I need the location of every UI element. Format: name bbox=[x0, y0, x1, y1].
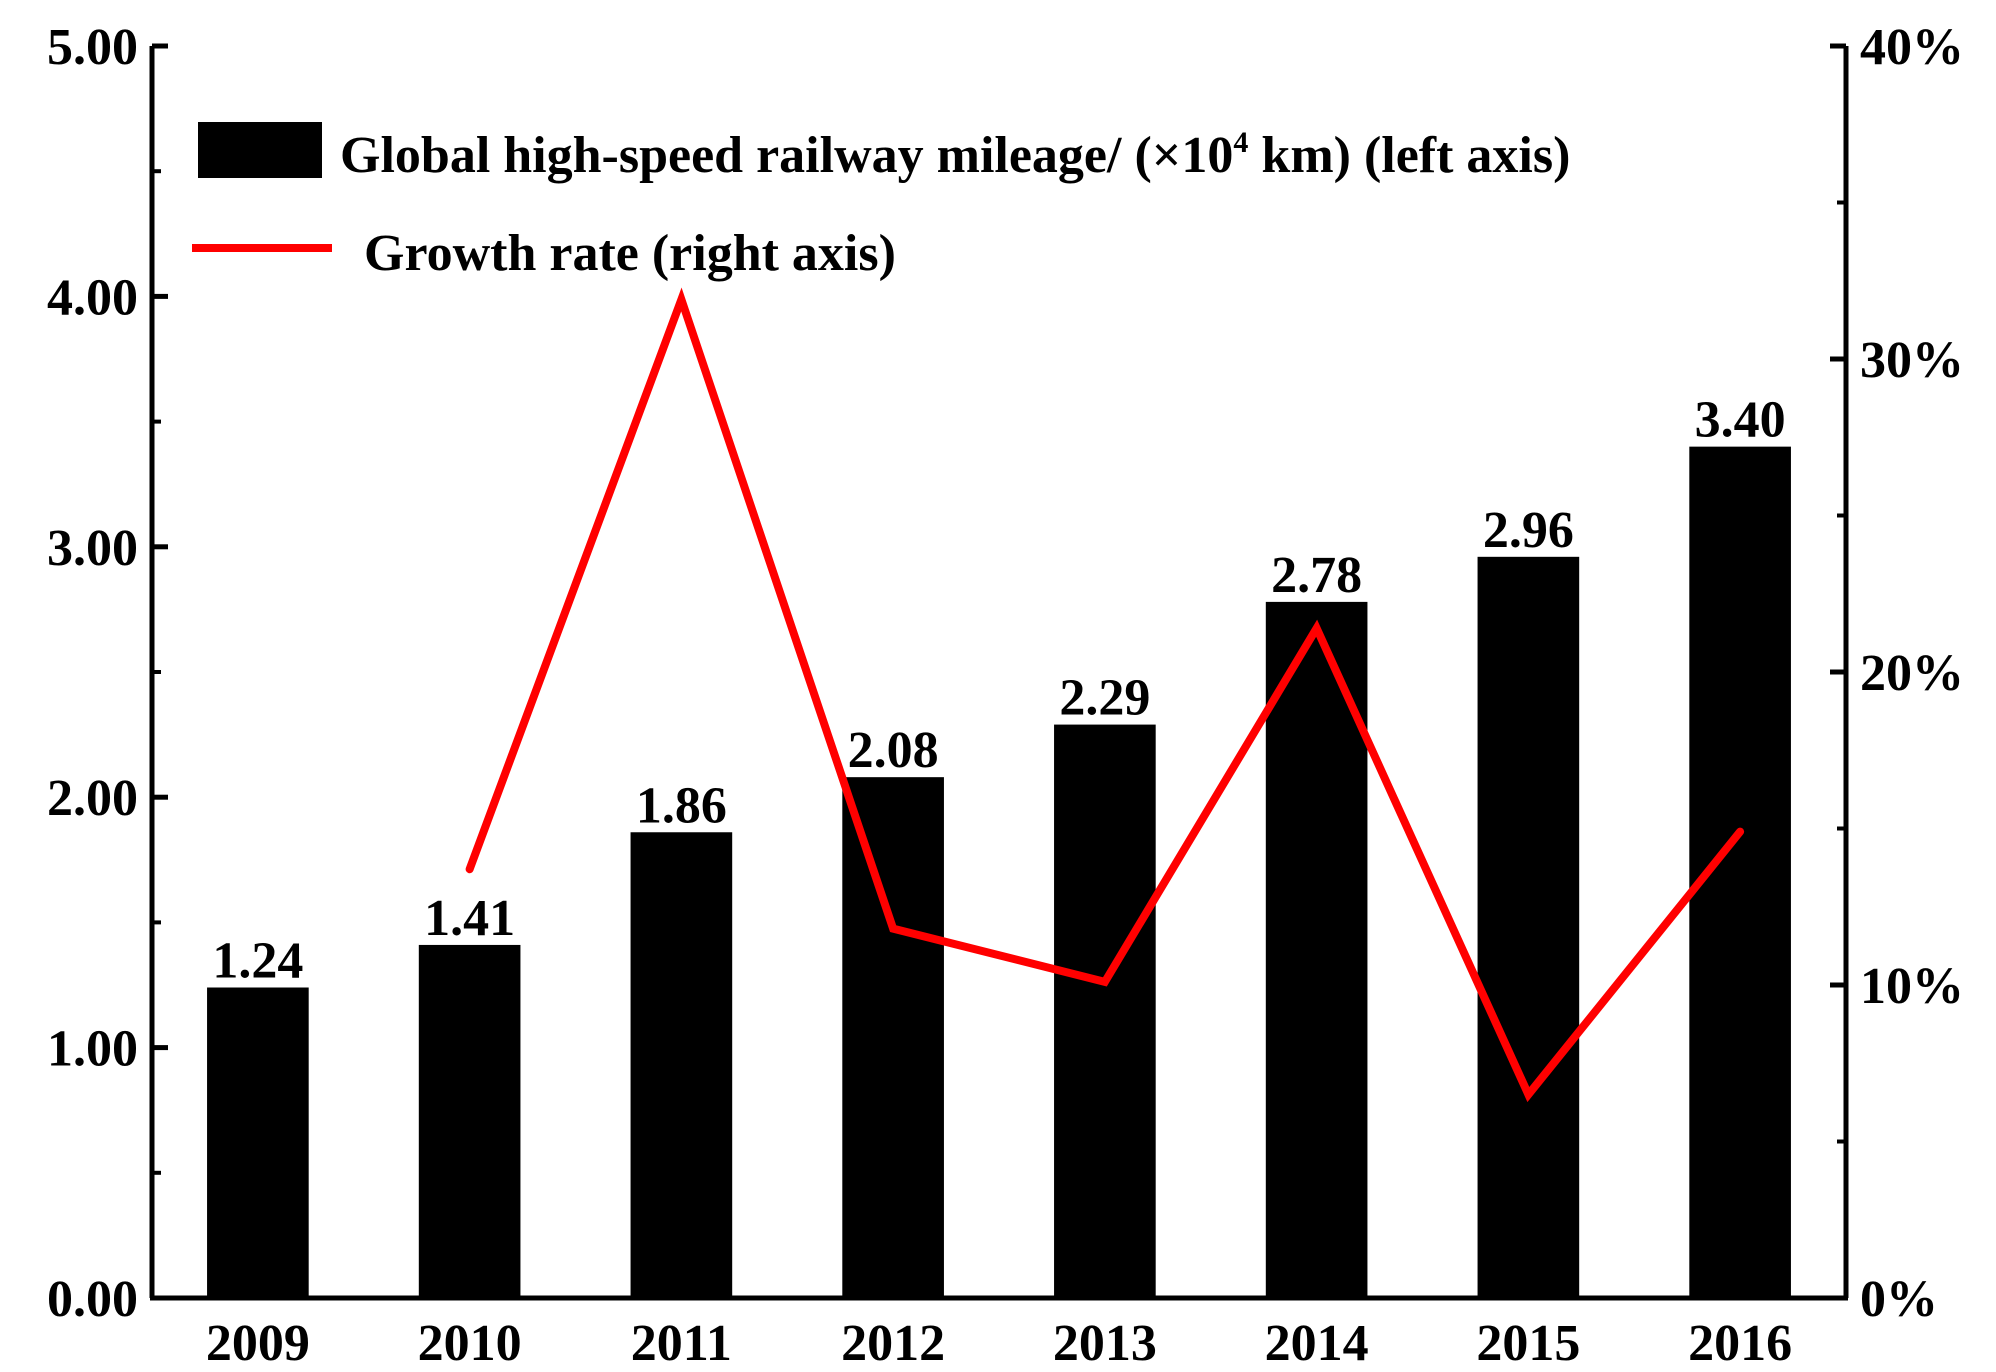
left-tick-label: 0.00 bbox=[47, 1271, 138, 1328]
bar-data-label: 1.24 bbox=[212, 933, 303, 990]
bar-data-label: 2.78 bbox=[1271, 547, 1362, 604]
x-tick-label: 2013 bbox=[1053, 1315, 1157, 1367]
left-tick-label: 2.00 bbox=[47, 770, 138, 827]
bar-data-label: 3.40 bbox=[1695, 392, 1786, 449]
left-tick-label: 5.00 bbox=[47, 19, 138, 76]
bar bbox=[842, 777, 944, 1298]
x-tick-label: 2012 bbox=[841, 1315, 945, 1367]
bar bbox=[418, 944, 521, 1298]
x-tick-label: 2010 bbox=[418, 1315, 522, 1367]
right-tick-label: 20% bbox=[1860, 645, 1964, 702]
left-axis-ticks: 0.00 1.00 2.00 3.00 4.00 5.00 bbox=[47, 19, 168, 1328]
right-tick-label: 10% bbox=[1860, 958, 1964, 1015]
bar bbox=[1265, 601, 1368, 1298]
legend-bar-swatch bbox=[198, 122, 322, 178]
x-tick-label: 2014 bbox=[1265, 1315, 1369, 1367]
bar bbox=[630, 832, 733, 1298]
bar-data-label: 2.29 bbox=[1059, 670, 1150, 727]
bar bbox=[1477, 556, 1580, 1298]
right-axis-ticks: 0% 10% 20% 30% 40% bbox=[1830, 19, 1964, 1328]
growth-rate-line bbox=[465, 287, 1745, 1103]
bar bbox=[1054, 724, 1156, 1298]
bar-data-label: 1.41 bbox=[424, 890, 515, 947]
x-tick-label: 2016 bbox=[1688, 1315, 1792, 1367]
x-tick-label: 2015 bbox=[1476, 1315, 1580, 1367]
x-tick-label: 2011 bbox=[631, 1315, 732, 1367]
left-tick-label: 1.00 bbox=[47, 1021, 138, 1078]
bar-data-labels: 1.24 1.41 1.86 2.08 2.29 2.78 2.96 3.40 bbox=[212, 392, 1785, 990]
bar-series bbox=[207, 446, 1791, 1298]
right-tick-label: 0% bbox=[1860, 1271, 1938, 1328]
bar-data-label: 2.96 bbox=[1483, 502, 1574, 559]
x-axis-ticks: 2009 2010 2011 2012 2013 2014 2015 2016 bbox=[206, 1284, 1792, 1372]
legend-bar-label: Global high-speed railway mileage/ (×104… bbox=[340, 126, 1570, 184]
legend-line-label: Growth rate (right axis) bbox=[364, 225, 896, 282]
bar bbox=[207, 987, 309, 1298]
growth-line-series bbox=[465, 287, 1745, 1103]
left-tick-label: 4.00 bbox=[47, 269, 138, 326]
x-tick-label: 2009 bbox=[206, 1315, 310, 1367]
legend: Global high-speed railway mileage/ (×104… bbox=[192, 122, 1570, 282]
right-tick-label: 30% bbox=[1860, 332, 1964, 389]
right-tick-label: 40% bbox=[1860, 19, 1964, 76]
bar-data-label: 2.08 bbox=[848, 722, 939, 779]
bar-data-label: 1.86 bbox=[636, 777, 727, 834]
left-tick-label: 3.00 bbox=[47, 520, 138, 577]
